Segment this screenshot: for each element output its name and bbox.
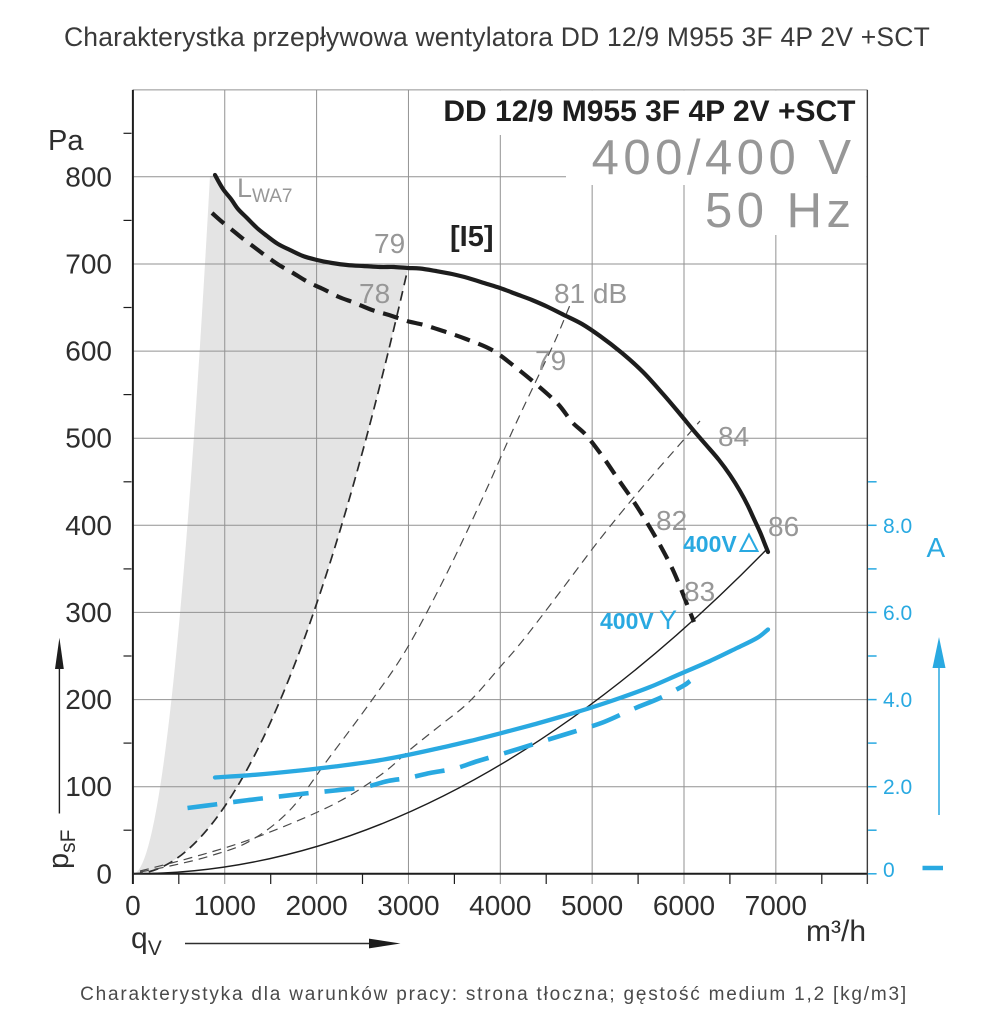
svg-text:Y: Y xyxy=(659,605,677,635)
svg-text:400V: 400V xyxy=(600,608,654,634)
svg-text:400/400 V: 400/400 V xyxy=(592,131,856,185)
svg-text:100: 100 xyxy=(65,771,112,802)
svg-text:0: 0 xyxy=(96,858,112,889)
svg-text:200: 200 xyxy=(65,684,112,715)
svg-text:2000: 2000 xyxy=(285,890,347,921)
svg-text:0: 0 xyxy=(125,890,141,921)
svg-text:3000: 3000 xyxy=(377,890,439,921)
svg-text:4000: 4000 xyxy=(469,890,531,921)
svg-text:1000: 1000 xyxy=(194,890,256,921)
svg-text:79: 79 xyxy=(374,228,405,259)
svg-text:0: 0 xyxy=(883,859,895,882)
svg-text:50 Hz: 50 Hz xyxy=(705,184,856,238)
svg-text:4.0: 4.0 xyxy=(883,689,912,712)
svg-text:5000: 5000 xyxy=(561,890,623,921)
svg-text:500: 500 xyxy=(65,423,112,454)
svg-text:300: 300 xyxy=(65,597,112,628)
svg-text:84: 84 xyxy=(718,421,749,452)
svg-text:Pa: Pa xyxy=(48,125,84,157)
svg-text:82: 82 xyxy=(656,505,687,536)
svg-text:400: 400 xyxy=(65,510,112,541)
svg-text:86: 86 xyxy=(768,511,799,542)
svg-text:2.0: 2.0 xyxy=(883,776,912,799)
svg-text:800: 800 xyxy=(65,161,112,192)
svg-text:Charakterystka przepływowa wen: Charakterystka przepływowa wentylatora D… xyxy=(64,22,930,52)
svg-text:600: 600 xyxy=(65,336,112,367)
svg-text:79: 79 xyxy=(535,345,566,376)
svg-text:81 dB: 81 dB xyxy=(554,278,627,309)
svg-text:6.0: 6.0 xyxy=(883,602,912,625)
svg-text:8.0: 8.0 xyxy=(883,515,912,538)
svg-text:700: 700 xyxy=(65,249,112,280)
svg-text:83: 83 xyxy=(684,576,715,607)
svg-text:Charakterystyka dla warunków p: Charakterystyka dla warunków pracy: stro… xyxy=(80,984,908,1005)
svg-text:7000: 7000 xyxy=(745,890,807,921)
svg-text:m³/h: m³/h xyxy=(806,915,866,948)
svg-text:6000: 6000 xyxy=(653,890,715,921)
svg-text:DD 12/9 M955 3F 4P 2V +SCT: DD 12/9 M955 3F 4P 2V +SCT xyxy=(443,95,855,128)
svg-text:78: 78 xyxy=(359,278,390,309)
svg-text:400V: 400V xyxy=(683,531,737,557)
svg-text:A: A xyxy=(927,532,946,563)
svg-text:[I5]: [I5] xyxy=(450,221,494,253)
